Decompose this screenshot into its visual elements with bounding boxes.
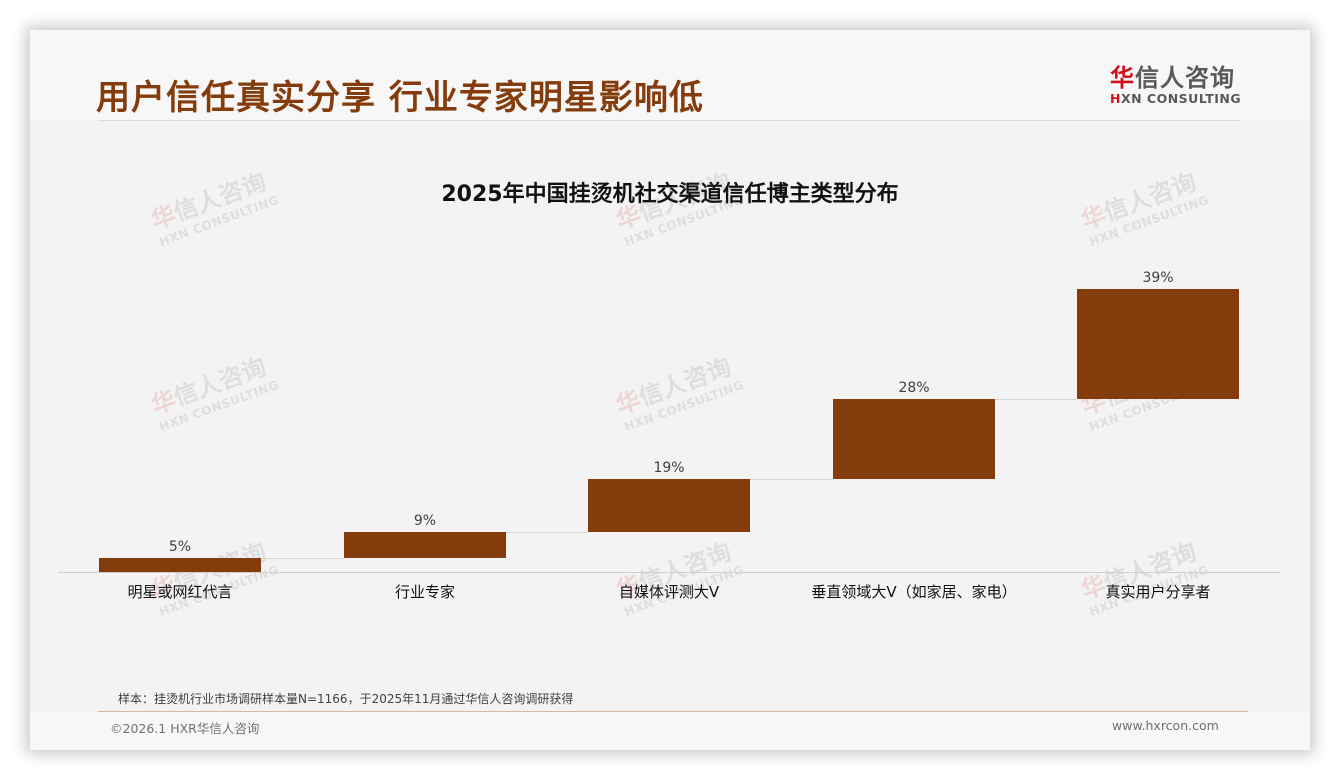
data-label: 9% bbox=[413, 513, 437, 530]
x-axis-line bbox=[58, 572, 1281, 573]
bar-5 bbox=[1077, 289, 1239, 400]
category-label: 行业专家 bbox=[394, 583, 455, 601]
data-label: 19% bbox=[653, 459, 685, 476]
logo-cn: 华信人咨询 bbox=[1110, 64, 1250, 92]
footer-band bbox=[30, 712, 1310, 750]
data-label: 28% bbox=[898, 380, 930, 397]
brand-logo: 华信人咨询 HXN CONSULTING bbox=[1110, 64, 1250, 106]
website-link[interactable]: www.hxrcon.com bbox=[1112, 718, 1219, 733]
footer-divider bbox=[98, 711, 1248, 712]
category-label: 明星或网红代言 bbox=[127, 583, 233, 601]
connector-line bbox=[750, 478, 833, 480]
data-label: 5% bbox=[168, 538, 192, 555]
logo-cn-mark: 华 bbox=[1110, 64, 1135, 92]
sample-note: 样本：挂烫机行业市场调研样本量N=1166，于2025年11月通过华信人咨询调研… bbox=[118, 692, 574, 706]
logo-en-mark: H bbox=[1110, 91, 1121, 106]
slide: 用户信任真实分享 行业专家明星影响低 华信人咨询 HXN CONSULTING … bbox=[30, 30, 1310, 750]
logo-cn-text: 信人咨询 bbox=[1135, 64, 1235, 92]
bar-3 bbox=[588, 478, 750, 533]
header-band bbox=[30, 30, 1310, 120]
page-title: 用户信任真实分享 行业专家明星影响低 bbox=[96, 78, 704, 118]
category-label: 真实用户分享者 bbox=[1105, 583, 1211, 601]
connector-line bbox=[995, 399, 1077, 401]
copyright-text: ©2026.1 HXR华信人咨询 bbox=[110, 721, 260, 736]
bar-2 bbox=[344, 532, 506, 558]
bar-4 bbox=[833, 399, 995, 479]
bar-1 bbox=[99, 557, 261, 572]
connector-line bbox=[506, 532, 588, 534]
data-label: 39% bbox=[1142, 270, 1174, 286]
logo-en-text: XN CONSULTING bbox=[1120, 91, 1242, 106]
category-label: 自媒体评测大V bbox=[618, 583, 720, 601]
category-label: 垂直领域大V（如家居、家电） bbox=[811, 583, 1017, 601]
chart-title: 2025年中国挂烫机社交渠道信任博主类型分布 bbox=[441, 182, 899, 207]
connector-line bbox=[261, 557, 344, 559]
title-divider bbox=[98, 120, 1240, 121]
logo-en: HXN CONSULTING bbox=[1110, 92, 1250, 106]
